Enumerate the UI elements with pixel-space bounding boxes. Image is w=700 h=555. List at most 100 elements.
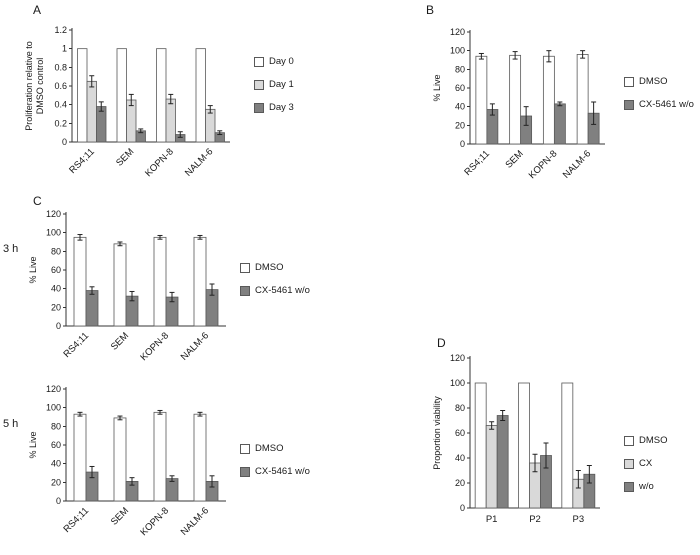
bar xyxy=(77,48,88,143)
x-category-label: RS4;11 xyxy=(462,148,492,178)
bar xyxy=(73,413,87,502)
bar xyxy=(553,103,566,145)
y-tick-label: 0.6 xyxy=(54,81,67,91)
bar xyxy=(193,236,207,327)
bar xyxy=(576,54,589,145)
bar xyxy=(153,236,167,327)
y-tick-label: 1.2 xyxy=(54,25,67,35)
bar xyxy=(496,415,509,509)
legend-swatch xyxy=(624,76,634,87)
legend-label: DMSO xyxy=(255,443,284,454)
legend-panel-d: DMSO CX w/o xyxy=(624,435,668,492)
legend-label: w/o xyxy=(639,481,654,492)
bar xyxy=(126,99,137,143)
legend-label: CX-5461 w/o xyxy=(255,466,310,477)
y-tick-label: 40 xyxy=(51,284,61,294)
plot-panel-c-5h: 0 20 40 60 80 100 120 RS4;11 SEM KOPN-8 NALM-6 xyxy=(46,384,226,538)
y-tick-label: 0 xyxy=(56,496,61,506)
bar xyxy=(165,98,176,143)
x-category-label: SEM xyxy=(109,330,131,352)
y-tick-label: 80 xyxy=(455,64,465,74)
panel-c-label: C xyxy=(33,194,42,208)
y-axis-title: Proliferation relative to DMSO control xyxy=(24,41,45,131)
y-tick-label: 120 xyxy=(450,27,465,37)
y-tick-label: 20 xyxy=(51,302,61,312)
y-tick-label: 100 xyxy=(450,378,465,388)
x-category-label: NALM-6 xyxy=(179,330,211,362)
y-axis-title: Proportion viability xyxy=(432,396,442,470)
legend-label: CX-5461 w/o xyxy=(255,285,310,296)
legend-swatch xyxy=(240,443,250,454)
x-category-label: NALM-6 xyxy=(179,505,211,537)
y-tick-label: 80 xyxy=(51,246,61,256)
legend-swatch xyxy=(624,458,634,469)
y-tick-label: 60 xyxy=(455,83,465,93)
y-tick-label: 0.2 xyxy=(54,118,67,128)
legend-label: CX xyxy=(639,458,653,469)
plot-panel-b: 0 20 40 60 80 100 120 RS4;11 SEM KOPN-8 NALM-6 xyxy=(450,27,605,181)
legend-item: DMSO xyxy=(240,262,310,273)
legend-item: CX-5461 w/o xyxy=(240,466,310,477)
legend-label: Day 1 xyxy=(269,79,294,90)
y-tick-label: 120 xyxy=(450,353,465,363)
x-category-label: NALM-6 xyxy=(183,146,215,178)
bar xyxy=(156,48,167,143)
plot-panel-c-3h: 0 20 40 60 80 100 120 RS4;11 SEM KOPN-8 NALM-6 xyxy=(46,209,226,363)
bar xyxy=(485,425,498,509)
legend-item: DMSO xyxy=(624,76,694,87)
y-tick-label: 60 xyxy=(51,265,61,275)
x-category-label: SEM xyxy=(114,146,136,168)
legend-item: DMSO xyxy=(240,443,310,454)
x-category-label: P1 xyxy=(486,514,498,525)
y-tick-label: 20 xyxy=(455,478,465,488)
y-tick-label: 60 xyxy=(51,440,61,450)
legend-swatch xyxy=(240,285,250,296)
time-label-5h: 5 h xyxy=(3,418,19,430)
y-axis-title: % Live xyxy=(28,431,38,459)
x-category-label: SEM xyxy=(109,505,131,527)
bar xyxy=(96,106,107,143)
y-tick-label: 40 xyxy=(455,453,465,463)
legend-item: w/o xyxy=(624,481,668,492)
bar xyxy=(113,243,127,327)
y-tick-label: 60 xyxy=(455,428,465,438)
legend-swatch xyxy=(254,79,264,90)
plot-panel-a: 0 0.2 0.4 0.6 0.8 1 1.2 RS4;11 SEM KOPN-8 NALM-6 xyxy=(54,25,230,179)
legend-panel-c-5h: DMSO CX-5461 w/o xyxy=(240,443,310,477)
y-tick-label: 40 xyxy=(51,459,61,469)
x-category-label: SEM xyxy=(503,148,525,170)
legend-label: CX-5461 w/o xyxy=(639,99,694,110)
bar xyxy=(116,48,127,143)
legend-swatch xyxy=(624,481,634,492)
x-category-label: KOPN-8 xyxy=(138,505,171,538)
legend-panel-a: Day 0 Day 1 Day 3 xyxy=(254,56,294,113)
x-category-label: NALM-6 xyxy=(561,148,593,180)
y-tick-label: 80 xyxy=(51,421,61,431)
bar xyxy=(518,382,530,509)
bar xyxy=(86,80,97,143)
legend-item: Day 1 xyxy=(254,79,294,90)
legend-panel-b: DMSO CX-5461 w/o xyxy=(624,76,694,110)
legend-label: Day 0 xyxy=(269,56,294,67)
y-axis-title: % Live xyxy=(432,74,442,102)
bar xyxy=(85,290,99,327)
y-tick-label: 100 xyxy=(46,228,61,238)
x-category-label: RS4;11 xyxy=(61,330,91,360)
y-tick-label: 100 xyxy=(450,46,465,56)
y-tick-label: 120 xyxy=(46,209,61,219)
x-category-label: RS4;11 xyxy=(67,146,97,176)
x-category-label: RS4;11 xyxy=(61,505,91,535)
bar xyxy=(153,411,167,502)
bar xyxy=(195,48,206,143)
y-axis-title: % Live xyxy=(28,256,38,284)
x-category-label: KOPN-8 xyxy=(138,330,171,363)
legend-label: DMSO xyxy=(255,262,284,273)
legend-item: CX-5461 w/o xyxy=(240,285,310,296)
plot-panel-d: 0 20 40 60 80 100 120 P1 P2 P3 xyxy=(450,353,600,525)
y-tick-label: 0 xyxy=(62,137,67,147)
legend-swatch xyxy=(624,99,634,110)
legend-swatch xyxy=(254,102,264,113)
legend-swatch xyxy=(240,262,250,273)
legend-item: DMSO xyxy=(624,435,668,446)
y-tick-label: 20 xyxy=(455,120,465,130)
